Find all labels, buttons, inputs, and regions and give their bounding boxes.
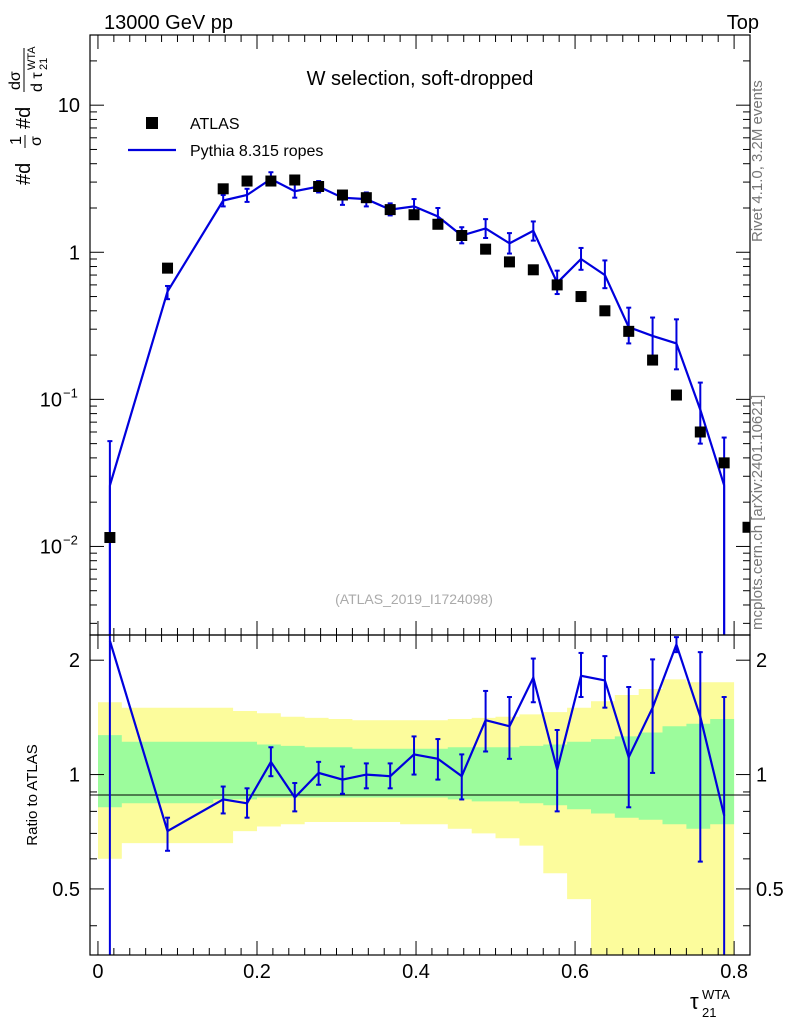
ratio-y-tick-label: 1: [69, 765, 80, 787]
atlas-data-point: [265, 175, 277, 187]
main-y-axis-label: #d 1 σ #d dσ d τ WTA 21: [7, 46, 50, 185]
atlas-data-point: [670, 389, 682, 401]
atlas-data-point: [456, 230, 468, 242]
y-tick-label: 10: [58, 95, 80, 117]
main-plot-area: [104, 171, 750, 635]
atlas-data-point: [162, 262, 174, 274]
rivet-info-label: Rivet 4.1.0, 3.2M events: [749, 80, 766, 242]
y-tick-exponent: −2: [63, 532, 78, 547]
ratio-y-tick-label-right: 0.5: [756, 879, 784, 901]
x-tick-label: 0.6: [561, 961, 589, 983]
atlas-data-point: [527, 264, 539, 276]
ratio-uncertainty-bands: [98, 679, 735, 955]
atlas-data-point: [432, 218, 444, 230]
mcplots-label: mcplots.cern.ch [arXiv:2401.10621]: [749, 395, 766, 630]
ratio-panel: 0.5 0.5 1 1 2 2 0 0.2 0.4 0.6 0.8 Ratio to ATLAS τ…: [24, 634, 784, 1020]
atlas-data-point: [551, 279, 563, 291]
x-axis-label: τ WTA 21: [690, 987, 730, 1020]
energy-label: 13000 GeV pp: [104, 12, 233, 34]
ratio-axes: 0.5 0.5 1 1 2 2 0 0.2 0.4 0.6 0.8: [52, 635, 784, 983]
xlabel-part-2: WTA: [702, 987, 730, 1002]
legend-atlas-marker: [146, 117, 158, 129]
y-tick-label: 10: [40, 536, 62, 558]
ratio-plot-area: [108, 635, 727, 955]
xlabel-part-1: τ: [690, 989, 699, 1014]
ratio-y-tick-label: 2: [69, 650, 80, 672]
atlas-data-point: [360, 192, 372, 204]
ylabel-part-1: #d: [13, 163, 35, 185]
ratio-y-tick-label-right: 2: [756, 650, 767, 672]
atlas-data-point: [217, 183, 229, 195]
ylabel-part-8: 21: [38, 58, 50, 70]
ylabel-part-3: σ: [28, 136, 45, 146]
ratio-y-axis-label: Ratio to ATLAS: [24, 744, 41, 845]
ratio-y-tick-label-right: 1: [756, 765, 767, 787]
x-tick-label: 0.8: [720, 961, 748, 983]
atlas-data-point: [718, 457, 730, 469]
x-tick-label: 0: [92, 961, 103, 983]
atlas-data-point: [599, 305, 611, 317]
atlas-data-point: [241, 175, 253, 187]
legend-pythia-label: Pythia 8.315 ropes: [190, 143, 323, 160]
atlas-data-point: [575, 291, 587, 303]
outer-uncertainty-band: [98, 679, 735, 955]
atlas-data-point: [647, 354, 659, 366]
atlas-data-point: [313, 180, 325, 192]
y-tick-exponent: −1: [63, 385, 78, 400]
legend-atlas-label: ATLAS: [190, 116, 240, 133]
x-tick-label: 0.4: [402, 961, 430, 983]
ratio-y-tick-label: 0.5: [52, 879, 80, 901]
legend: ATLAS Pythia 8.315 ropes: [128, 116, 323, 160]
ratio-frame: [89, 634, 751, 956]
atlas-data-point: [694, 426, 706, 438]
ylabel-part-6: d τ: [29, 72, 46, 92]
atlas-data-point: [623, 325, 635, 337]
ylabel-part-4: #d: [13, 107, 35, 129]
ylabel-part-5: dσ: [7, 71, 24, 90]
atlas-data-point: [289, 174, 301, 186]
atlas-data-point: [408, 209, 420, 221]
category-label: Top: [727, 12, 759, 34]
atlas-data-point: [503, 256, 515, 268]
y-tick-label: 10: [40, 389, 62, 411]
x-tick-label: 0.2: [243, 961, 271, 983]
atlas-data-point: [384, 204, 396, 216]
ratio-series-line: [108, 640, 726, 833]
ylabel-part-2: 1: [8, 136, 25, 145]
atlas-data-point: [742, 521, 750, 533]
analysis-watermark: (ATLAS_2019_I1724098): [335, 591, 493, 607]
atlas-data-point: [104, 532, 116, 544]
atlas-data-point: [336, 189, 348, 201]
ylabel-part-7: WTA: [26, 46, 38, 70]
atlas-data-point: [480, 243, 492, 255]
xlabel-part-3: 21: [702, 1005, 716, 1020]
main-title: W selection, soft-dropped: [307, 68, 534, 90]
y-tick-label: 1: [69, 242, 80, 264]
